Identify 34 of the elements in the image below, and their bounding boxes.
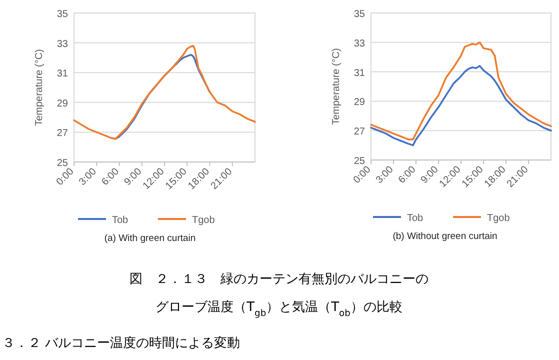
y-tick-label: 29 [56,98,68,110]
y-tick-label: 35 [354,9,366,20]
y-tick-label: 25 [354,156,366,167]
text: (b) Without green curtain [392,231,498,242]
y-tick-label: 25 [56,158,68,169]
y-tick-label: 27 [354,126,366,138]
x-tick-label: 3:00 [77,166,100,188]
x-tick-label: 0:00 [352,164,374,186]
legend-label: Tgob [192,215,216,226]
y-tick-label: 27 [56,128,68,140]
line-series [370,42,552,140]
x-tick-label: 6:00 [100,166,122,188]
y-tick-label: 35 [56,9,68,20]
caption: 図 ２．１３ 緑のカーテン有無別のバルコニーの [130,272,428,287]
line-series [73,44,256,140]
y-tick-label: 31 [354,68,366,79]
x-tick-label: 0:00 [54,166,76,188]
x-tick-label: 6:00 [396,164,418,186]
y-tick-label: 29 [354,97,366,108]
line-series [370,65,552,146]
x-tick-label: 9:00 [419,164,441,186]
legend-label: Tob [407,213,424,224]
y-tick-label: 31 [56,68,68,80]
y-axis-title: Temperature (°C) [34,49,45,126]
text: グローブ温度（T$_{gb}$）と気温（T$_{ob}$）の比較 [156,299,402,319]
text: (a) With green curtain [104,233,196,244]
legend-label: Tob [112,215,129,226]
y-axis-title: Temperature (°C) [331,48,342,125]
text: ３．２ バルコニー温度の時間による変動 [2,335,240,351]
y-tick-label: 33 [354,38,366,50]
legend-label: Tgob [487,213,510,224]
y-tick-label: 33 [56,38,68,50]
x-tick-label: 3:00 [374,164,396,186]
x-tick-label: 9:00 [122,166,144,188]
